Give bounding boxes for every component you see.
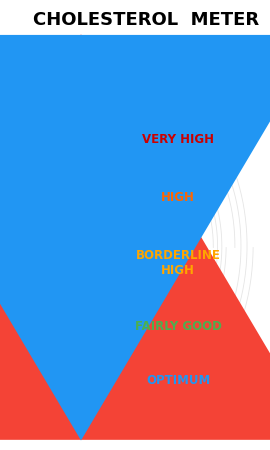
Text: HIGH: HIGH	[161, 192, 195, 204]
Text: OPTIMUM: OPTIMUM	[146, 374, 210, 387]
Text: CHOLESTEROL  METER: CHOLESTEROL METER	[33, 11, 259, 29]
Text: BORDERLINE
HIGH: BORDERLINE HIGH	[136, 249, 221, 277]
FancyBboxPatch shape	[70, 126, 92, 171]
FancyBboxPatch shape	[70, 351, 92, 405]
Text: VERY HIGH: VERY HIGH	[142, 133, 214, 146]
FancyBboxPatch shape	[70, 58, 92, 171]
Text: FAIRLY GOOD: FAIRLY GOOD	[135, 320, 222, 333]
FancyBboxPatch shape	[70, 351, 92, 436]
FancyBboxPatch shape	[70, 302, 92, 351]
FancyBboxPatch shape	[70, 171, 92, 225]
FancyBboxPatch shape	[70, 225, 92, 302]
